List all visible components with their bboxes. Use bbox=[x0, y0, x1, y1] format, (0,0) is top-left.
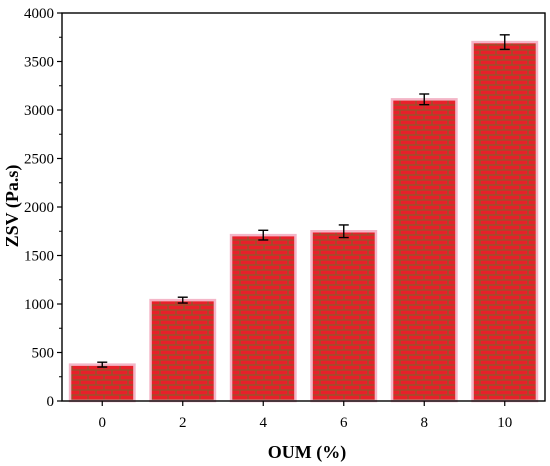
tick-labels-group: 0 2 4 6 8 10 0 500 1000 1500 2000 2500 3000 3500 4000 bbox=[24, 6, 512, 431]
y-tick-label-500: 500 bbox=[32, 346, 55, 362]
x-tick-label-6: 6 bbox=[340, 415, 348, 431]
y-tick-label-1500: 1500 bbox=[24, 249, 54, 265]
error-bar-4 bbox=[258, 229, 269, 241]
axes-group bbox=[57, 12, 546, 406]
error-bar-8 bbox=[419, 93, 430, 106]
bar-2 bbox=[149, 298, 217, 403]
x-tick-label-2: 2 bbox=[179, 415, 187, 431]
y-tick-label-2500: 2500 bbox=[24, 152, 54, 168]
bar-4 bbox=[229, 233, 297, 403]
error-bars-group bbox=[97, 34, 510, 368]
x-axis-title: OUM (%) bbox=[268, 442, 346, 463]
y-tick-label-4000: 4000 bbox=[24, 6, 54, 22]
y-tick-label-2000: 2000 bbox=[24, 200, 54, 216]
error-bar-6 bbox=[338, 224, 349, 239]
x-tick-label-8: 8 bbox=[421, 415, 429, 431]
y-axis-title: ZSV (Pa.s) bbox=[2, 165, 23, 248]
bar-8 bbox=[390, 98, 458, 403]
error-bar-10 bbox=[499, 34, 510, 51]
x-tick-label-10: 10 bbox=[497, 415, 512, 431]
x-tick-label-4: 4 bbox=[260, 415, 268, 431]
error-bar-0 bbox=[97, 361, 108, 368]
y-tick-label-3500: 3500 bbox=[24, 55, 54, 71]
x-tick-label-0: 0 bbox=[99, 415, 107, 431]
bar-0 bbox=[68, 363, 136, 403]
bars-group bbox=[68, 40, 539, 403]
y-tick-label-3000: 3000 bbox=[24, 103, 54, 119]
y-tick-label-1000: 1000 bbox=[24, 297, 54, 313]
bar-10 bbox=[471, 40, 539, 403]
bar-6 bbox=[310, 230, 378, 403]
y-tick-label-0: 0 bbox=[47, 394, 55, 410]
error-bar-2 bbox=[177, 296, 188, 304]
